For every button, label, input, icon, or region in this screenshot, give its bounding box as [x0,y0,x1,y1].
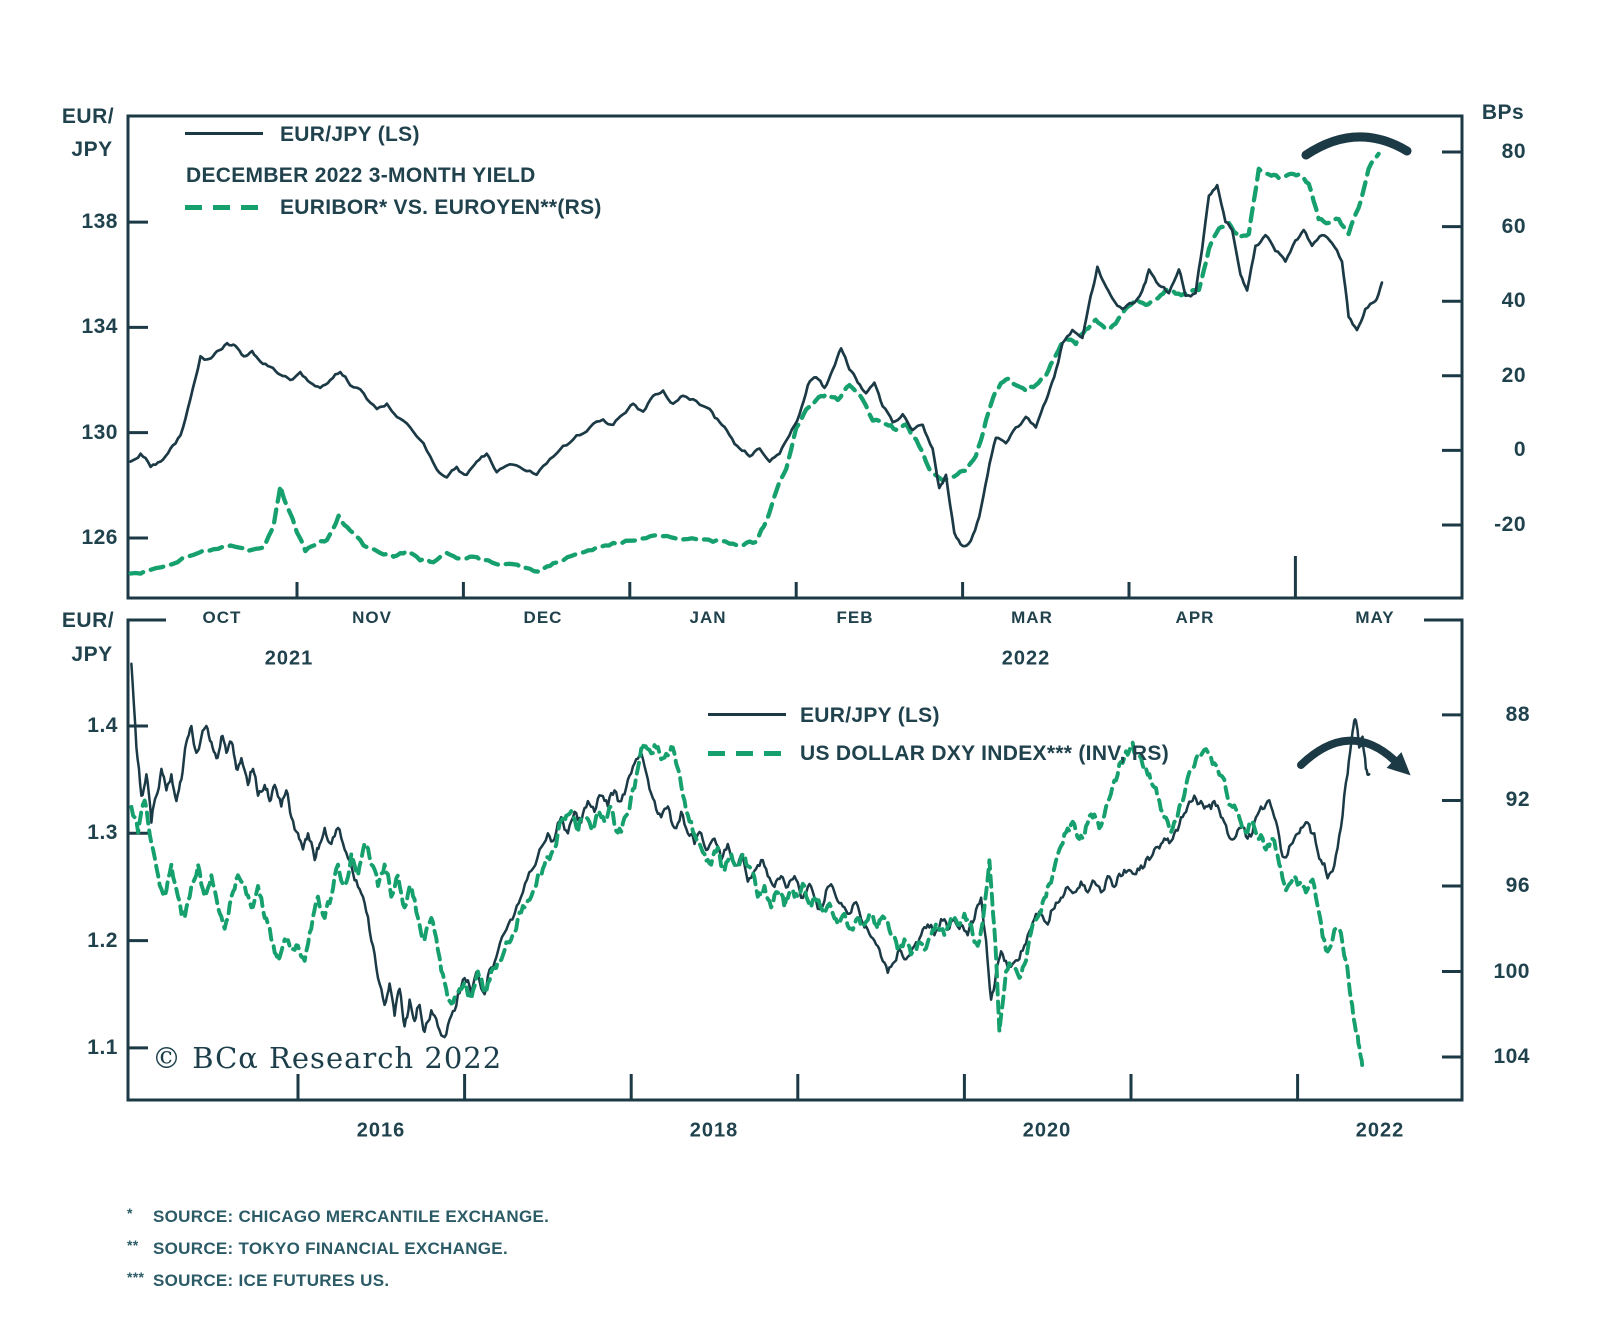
footnote-2: ** SOURCE: TOKYO FINANCIAL EXCHANGE. [127,1237,508,1259]
trend-arc-annotation [1301,132,1412,160]
top-month-label: DEC [523,608,563,627]
footnote-3: *** SOURCE: ICE FUTURES US. [127,1269,390,1291]
legend-dashed-line-sample-top [185,205,263,210]
top-panel-border [126,114,1464,600]
top-right-tick-label: 20 [1501,363,1526,387]
top-right-tick-label: -20 [1494,513,1526,536]
top-month-label: MAY [1355,608,1395,627]
top-right-tick-label: 0 [1513,438,1526,462]
top-month-label: MAR [1011,608,1053,627]
top-month-label: APR [1175,608,1215,627]
bottom-left-tick-label: 1.2 [87,928,118,952]
bottom-right-tick-label: 88 [1505,702,1530,726]
legend-label-dxy: US DOLLAR DXY INDEX*** (INV, RS) [800,742,1169,765]
top-eurjpy-line [129,183,1384,548]
top-left-tick-label: 130 [81,420,118,444]
top-month-label: FEB [836,608,874,627]
bottom-left-axis-title-line2: JPY [71,643,113,666]
top-right-tick-label: 60 [1501,214,1526,238]
legend-label-yield-line1: DECEMBER 2022 3-MONTH YIELD [186,164,536,187]
bottom-left-tick-label: 1.4 [87,713,118,737]
bottom-right-tick-label: 104 [1493,1045,1530,1069]
top-left-axis-title-line1: EUR/ [61,105,115,128]
bottom-dxy-line [129,740,1365,1072]
footnote-1-marker: * [127,1205,133,1221]
top-left-tick-label: 126 [81,525,118,549]
bottom-eurjpy-line [130,662,1371,1039]
bottom-left-axis-title-line1: EUR/ [61,609,115,632]
bottom-left-tick-label: 1.3 [87,821,118,845]
legend-label-eurjpy-top: EUR/JPY (LS) [280,123,420,146]
top-left-tick-label: 138 [81,210,118,234]
footnote-3-text: SOURCE: ICE FUTURES US. [153,1271,390,1290]
bottom-year-label: 2022 [1355,1119,1405,1142]
top-month-label: NOV [352,608,392,627]
legend-label-yield-line2: EURIBOR* VS. EUROYEN**(RS) [280,196,602,219]
top-left-axis-title-line2: JPY [71,138,113,161]
bottom-right-tick-label: 96 [1505,873,1530,897]
footnote-1-text: SOURCE: CHICAGO MERCANTILE EXCHANGE. [153,1207,550,1226]
legend-dashed-line-sample-bottom [708,751,786,756]
footnote-1: * SOURCE: CHICAGO MERCANTILE EXCHANGE. [127,1205,550,1227]
bottom-year-label: 2020 [1022,1119,1072,1142]
legend-solid-line-sample-top [185,132,263,135]
copyright-notice: © BCα Research 2022 [152,1041,503,1075]
bottom-year-label: 2018 [689,1119,739,1142]
top-right-axis-title: BPs [1481,101,1525,124]
top-month-label: JAN [689,608,727,627]
bottom-left-tick-label: 1.1 [87,1035,118,1059]
bottom-right-tick-label: 100 [1493,959,1530,983]
top-left-tick-label: 134 [81,315,118,339]
bottom-right-tick-label: 92 [1505,788,1530,812]
bottom-panel-border [126,618,1464,1102]
legend-solid-line-sample-bottom [708,713,786,716]
top-month-label: OCT [202,608,242,627]
footnote-3-marker: *** [127,1269,145,1285]
top-year-label: 2022 [1001,647,1051,670]
legend-label-eurjpy-bottom: EUR/JPY (LS) [800,704,940,727]
top-right-tick-label: 80 [1501,139,1526,163]
top-yield-spread-line [128,151,1381,576]
bottom-year-label: 2016 [356,1119,406,1142]
top-right-tick-label: 40 [1501,289,1526,313]
trend-arrow-annotation [1297,736,1398,769]
footnote-2-marker: ** [127,1237,139,1253]
footnote-2-text: SOURCE: TOKYO FINANCIAL EXCHANGE. [153,1239,508,1258]
trend-arrow-head [1386,752,1411,776]
top-year-label: 2021 [264,647,314,670]
